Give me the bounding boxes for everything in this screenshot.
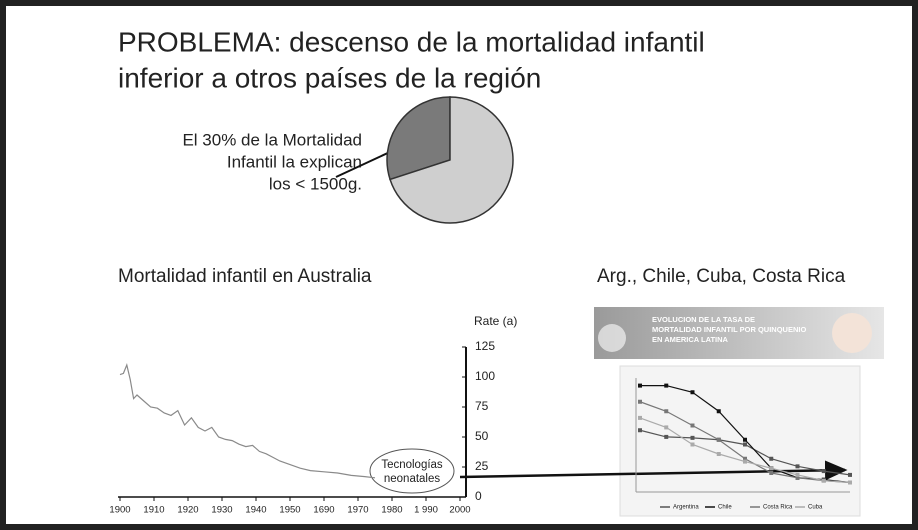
latam-chart-panel — [620, 366, 860, 516]
slide: PROBLEMA: descenso de la mortalidad infa… — [0, 0, 918, 530]
x-tick-label: 1940 — [245, 505, 266, 516]
series-point — [664, 409, 668, 413]
series-point — [691, 424, 695, 428]
annotation: neonatales — [384, 473, 441, 485]
series-point — [691, 436, 695, 440]
series-point — [691, 390, 695, 394]
x-tick-label: 1980 — [381, 505, 402, 516]
title-line: inferior a otros países de la región — [118, 62, 541, 93]
x-tick-label: 1910 — [143, 505, 164, 516]
y-tick-label: 100 — [475, 369, 495, 383]
page: PROBLEMA: descenso de la mortalidad infa… — [0, 0, 918, 530]
banner-photo — [832, 313, 872, 353]
x-tick-label: 1 990 — [414, 505, 438, 516]
series-point — [638, 428, 642, 432]
x-tick-label: 1950 — [279, 505, 300, 516]
banner-decoration — [598, 324, 626, 352]
banner-text: EVOLUCION DE LA TASA DE — [652, 315, 755, 324]
series-point — [769, 457, 773, 461]
y-tick-label: 75 — [475, 399, 489, 413]
title-line: PROBLEMA: descenso de la mortalidad infa… — [118, 26, 705, 57]
series-point — [638, 384, 642, 388]
section-heading: Arg., Chile, Cuba, Costa Rica — [597, 266, 846, 287]
series-point — [638, 400, 642, 404]
annotation: Tecnologías — [381, 459, 443, 471]
series-point — [717, 438, 721, 442]
series-point — [743, 438, 747, 442]
section-heading: Mortalidad infantil en Australia — [118, 266, 372, 287]
series-point — [717, 452, 721, 456]
legend-label: Argentina — [673, 505, 699, 511]
y-tick-label: 50 — [475, 429, 489, 443]
x-tick-label: 1690 — [313, 505, 334, 516]
series-point — [848, 481, 852, 485]
legend-label: Costa Rica — [763, 505, 793, 511]
series-point — [822, 479, 826, 483]
y-tick-label: 125 — [475, 339, 495, 353]
series-point — [743, 443, 747, 447]
series-point — [769, 466, 773, 470]
x-tick-label: 2000 — [449, 505, 470, 516]
x-tick-label: 1970 — [347, 505, 368, 516]
x-tick-label: 1930 — [211, 505, 232, 516]
banner-text: MORTALIDAD INFANTIL POR QUINQUENIO — [652, 325, 806, 334]
legend-label: Chile — [718, 505, 732, 511]
pie-note: Infantil la explican — [227, 152, 362, 171]
series-point — [691, 443, 695, 447]
pie-note: El 30% de la Mortalidad — [182, 130, 362, 149]
series-point — [638, 416, 642, 420]
x-tick-label: 1920 — [177, 505, 198, 516]
y-tick-label: 25 — [475, 459, 489, 473]
series-point — [664, 425, 668, 429]
series-point — [743, 460, 747, 464]
series-point — [796, 473, 800, 477]
banner-text: EN AMERICA LATINA — [652, 335, 729, 344]
x-tick-label: 1900 — [109, 505, 130, 516]
series-point — [796, 464, 800, 468]
pie-note: los < 1500g. — [269, 174, 362, 193]
legend-label: Cuba — [808, 505, 823, 511]
y-tick-label: 0 — [475, 489, 482, 503]
y-axis-label: Rate (a) — [474, 314, 517, 328]
series-point — [717, 409, 721, 413]
series-point — [822, 469, 826, 473]
series-point — [769, 471, 773, 475]
series-point — [664, 435, 668, 439]
series-point — [664, 384, 668, 388]
series-point — [848, 473, 852, 477]
